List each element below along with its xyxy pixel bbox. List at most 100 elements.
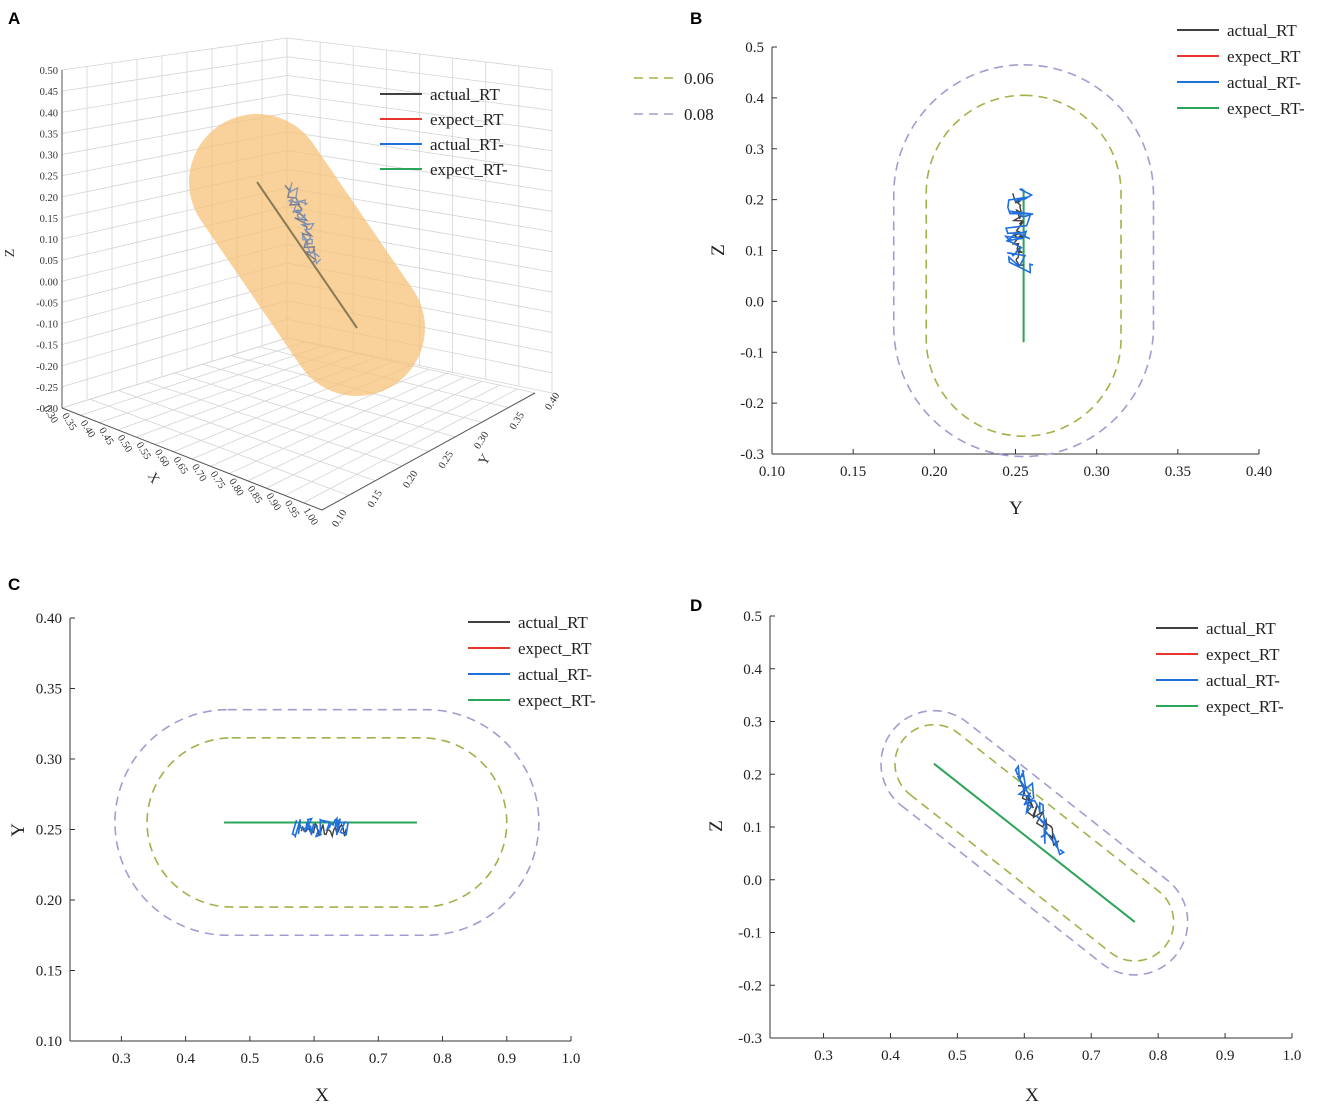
d-legend-label-0: actual_RT	[1206, 619, 1276, 638]
a-grid-line	[61, 37, 288, 71]
d-x-tick-label: 0.9	[1216, 1048, 1235, 1064]
a-z-axis-label: Z	[3, 249, 18, 258]
panel-c: C 0.3 0.4 0.5 0.6 0.7 0.8 0.9 1.0 0.40 0.35 0.30 0.2…	[8, 575, 596, 1106]
b-boundary-008	[892, 64, 1155, 458]
b-legend-label-0: actual_RT	[1227, 21, 1297, 40]
c-boundary-008	[114, 708, 540, 937]
d-x-tick-label: 0.5	[948, 1048, 967, 1064]
b-x-tick-label: 0.35	[1165, 464, 1191, 480]
d-legend-label-1: expect_RT	[1206, 645, 1280, 664]
c-x-tick-label: 0.6	[305, 1051, 324, 1067]
panel-a: A0.500.450.400.350.300.250.200.150.100.0…	[3, 9, 714, 529]
a-x-tick-label: 0.45	[96, 426, 115, 447]
d-boundary-008	[880, 709, 1189, 976]
c-legend-label-2: actual_RT-	[518, 665, 592, 684]
c-x-tick-label: 0.5	[240, 1051, 259, 1067]
d-x-tick-label: 0.4	[881, 1048, 900, 1064]
b-y-tick-label: 0.4	[745, 91, 764, 107]
a-z-tick-label: 0.15	[40, 214, 58, 225]
d-y-axis-label: Z	[706, 820, 727, 832]
b-x-tick-label: 0.40	[1246, 464, 1272, 480]
a-grid-line	[146, 381, 403, 467]
c-y-tick-label: 0.25	[36, 823, 62, 839]
c-y-tick-label: 0.20	[36, 893, 62, 909]
a-x-tick-label: 0.35	[59, 411, 78, 432]
b-x-tick-label: 0.20	[921, 464, 947, 480]
c-x-tick-label: 0.4	[176, 1051, 195, 1067]
a-z-tick-label: 0.45	[40, 87, 58, 98]
c-y-tick-label: 0.10	[36, 1034, 62, 1050]
a-grid-line	[202, 363, 456, 438]
a-y-tick-label: 0.25	[437, 449, 456, 470]
a-x-tick-label: 0.75	[208, 470, 227, 491]
c-y-tick-label: 0.40	[36, 611, 62, 627]
a-expect-rt-line	[256, 181, 358, 329]
a-grid-line	[61, 93, 288, 134]
a-x-axis	[61, 407, 323, 511]
a-x-tick-label: 0.85	[245, 484, 264, 505]
b-x-tick-label: 0.15	[840, 464, 866, 480]
a-z-tick-label: -0.15	[36, 341, 58, 352]
a-x-tick-label: 0.40	[78, 419, 97, 440]
b-x-tick-label: 0.25	[1002, 464, 1028, 480]
a-actual-rt-minus-line	[287, 182, 322, 266]
b-x-axis-label: Y	[1009, 498, 1023, 519]
a-legend-label-2: actual_RT-	[430, 135, 504, 154]
b-y-tick-label: 0.0	[745, 294, 764, 310]
d-x-tick-label: 1.0	[1283, 1048, 1302, 1064]
b-x-tick-label: 0.10	[759, 464, 785, 480]
d-boundary-006	[894, 723, 1175, 962]
a-z-tick-label: 0.35	[40, 129, 58, 140]
a-z-tick-label: 0.00	[40, 277, 58, 288]
panel-d: D 0.3 0.4 0.5 0.6 0.7 0.8 0.9 1.0 0.5 0.4 0.3 0.2 0.1…	[690, 596, 1301, 1106]
c-legend-label-3: expect_RT-	[518, 691, 596, 710]
a-legend-label-1: expect_RT	[430, 110, 504, 129]
d-y-tick-label: 0.0	[743, 873, 762, 889]
a-grid-line	[61, 281, 288, 346]
a-x-tick-label: 0.90	[263, 491, 282, 512]
a-z-tick-label: -0.05	[36, 298, 58, 309]
a-z-tick-label: 0.50	[40, 66, 58, 77]
c-x-tick-label: 0.8	[433, 1051, 452, 1067]
c-actual-rt-minus-line	[291, 816, 349, 839]
a-z-tick-label: 0.25	[40, 172, 58, 183]
a-z-tick-label: 0.30	[40, 151, 58, 162]
c-x-tick-label: 1.0	[562, 1051, 581, 1067]
a-z-tick-label: -0.30	[36, 404, 58, 415]
a-y-tick-label: 0.15	[366, 488, 385, 509]
a-x-axis-label: X	[144, 470, 162, 487]
a-boundary-legend-label-0: 0.06	[684, 69, 714, 88]
b-y-tick-label: -0.1	[740, 345, 764, 361]
c-boundary-006	[146, 737, 508, 908]
panel-label-a: A	[8, 9, 20, 28]
d-legend-label-2: actual_RT-	[1206, 671, 1280, 690]
d-y-tick-label: 0.3	[743, 715, 762, 731]
b-legend-label-3: expect_RT-	[1227, 99, 1305, 118]
a-y-tick-label: 0.30	[472, 430, 491, 451]
a-x-tick-label: 0.50	[115, 433, 134, 454]
a-x-tick-label: 0.70	[189, 462, 208, 483]
d-x-tick-label: 0.6	[1015, 1048, 1034, 1064]
panel-label-c: C	[8, 575, 20, 594]
a-y-axis-label: Y	[476, 452, 494, 469]
a-z-tick-label: 0.40	[40, 108, 58, 119]
d-y-tick-label: 0.4	[743, 662, 762, 678]
a-y-tick-label: 0.20	[401, 469, 420, 490]
panel-b: B 0.10 0.15 0.20 0.25 0.30 0.35 0.40 0.5 0.4 0.3 0.…	[690, 9, 1305, 519]
c-y-axis-label: Y	[8, 823, 29, 837]
d-legend-label-3: expect_RT-	[1206, 697, 1284, 716]
c-legend-label-1: expect_RT	[518, 639, 592, 658]
b-x-tick-label: 0.30	[1084, 464, 1110, 480]
d-actual-rt-minus-line	[1014, 764, 1066, 856]
d-x-axis-label: X	[1025, 1085, 1039, 1106]
a-grid-line	[61, 318, 288, 388]
b-legend-label-1: expect_RT	[1227, 47, 1301, 66]
a-x-tick-label: 0.60	[152, 448, 171, 469]
c-y-tick-label: 0.30	[36, 752, 62, 768]
a-y-tick-label: 0.40	[543, 391, 562, 412]
c-y-tick-label: 0.15	[36, 964, 62, 980]
b-y-tick-label: 0.1	[745, 244, 764, 260]
d-x-tick-label: 0.7	[1082, 1048, 1101, 1064]
b-y-tick-label: -0.3	[740, 447, 764, 463]
